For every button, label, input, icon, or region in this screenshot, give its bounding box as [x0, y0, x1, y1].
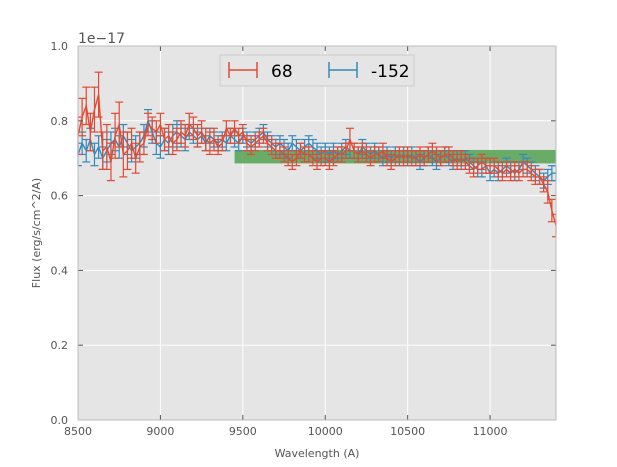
series-68: [77, 71, 557, 238]
y-offset-label: 1e−17: [78, 31, 125, 47]
series-layer: [77, 71, 557, 238]
y-tick-label: 0.4: [51, 264, 69, 277]
x-tick-label: 9000: [146, 425, 174, 438]
y-tick-label: 0.6: [51, 190, 69, 203]
y-tick-label: 1.0: [51, 40, 69, 53]
tick-labels: 8500 9000 9500 10000 10500 11000 0.0 0.2 0.4 0.6 0…: [51, 40, 508, 438]
x-tick-label: 8500: [64, 425, 92, 438]
y-tick-label: 0.8: [51, 115, 69, 128]
legend-marker-68: [228, 62, 258, 78]
plot-frame: [77, 45, 557, 421]
x-tick-label: 10000: [308, 425, 343, 438]
y-tick-label: 0.2: [51, 339, 69, 352]
x-tick-label: 9500: [229, 425, 257, 438]
legend-label-neg152: -152: [371, 62, 410, 82]
legend-label-68: 68: [271, 62, 293, 82]
x-axis-label: Wavelength (A): [275, 447, 360, 460]
legend-marker-neg152: [328, 62, 358, 78]
y-tick-label: 0.0: [51, 414, 69, 427]
plot-area: [78, 46, 556, 420]
x-tick-label: 10500: [390, 425, 425, 438]
legend: 68 -152: [219, 54, 415, 87]
y-axis-label: Flux (erg/s/cm^2/A): [30, 178, 43, 288]
x-tick-label: 11000: [473, 425, 508, 438]
